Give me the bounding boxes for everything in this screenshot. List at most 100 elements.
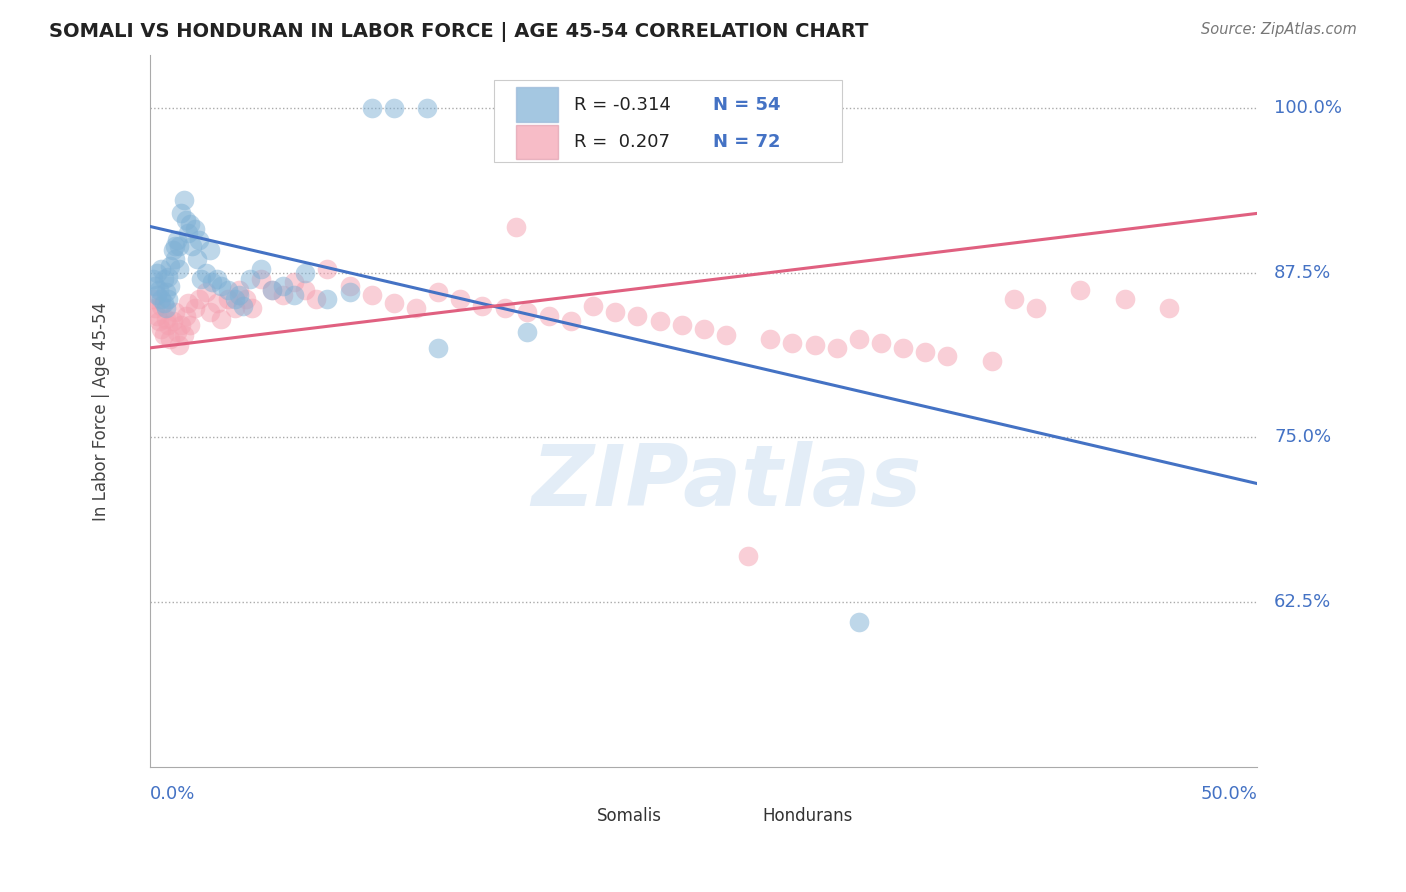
Point xyxy=(405,301,427,316)
Point xyxy=(209,311,232,326)
Point xyxy=(240,301,263,316)
Point xyxy=(157,269,180,284)
Point xyxy=(271,278,294,293)
Point xyxy=(142,272,165,286)
Point xyxy=(870,335,893,350)
Point xyxy=(150,292,173,306)
Point xyxy=(283,275,305,289)
Point xyxy=(148,314,170,328)
Point xyxy=(170,318,193,333)
Point xyxy=(605,305,627,319)
Point xyxy=(516,305,538,319)
Point xyxy=(159,259,181,273)
Point xyxy=(152,296,174,310)
Point xyxy=(173,193,195,207)
Point xyxy=(179,217,201,231)
Text: N = 72: N = 72 xyxy=(713,133,780,151)
Point xyxy=(152,272,174,286)
Point xyxy=(505,219,527,234)
Point xyxy=(163,239,186,253)
Text: 50.0%: 50.0% xyxy=(1201,785,1257,803)
Text: Somalis: Somalis xyxy=(596,807,661,825)
Point xyxy=(693,322,716,336)
Point xyxy=(427,285,450,300)
Point xyxy=(170,206,193,220)
Point xyxy=(167,338,190,352)
Text: N = 54: N = 54 xyxy=(713,95,780,113)
Text: 87.5%: 87.5% xyxy=(1274,264,1331,282)
Point xyxy=(1157,301,1180,316)
Point xyxy=(316,292,339,306)
Point xyxy=(166,325,188,339)
Point xyxy=(449,292,471,306)
FancyBboxPatch shape xyxy=(516,87,558,121)
FancyBboxPatch shape xyxy=(720,806,756,826)
Point xyxy=(516,325,538,339)
Point xyxy=(163,252,186,267)
Point xyxy=(250,261,273,276)
Point xyxy=(891,341,914,355)
Text: 100.0%: 100.0% xyxy=(1274,99,1343,117)
Point xyxy=(671,318,693,333)
FancyBboxPatch shape xyxy=(516,125,558,159)
Point xyxy=(183,301,205,316)
Point xyxy=(714,327,737,342)
Point xyxy=(283,288,305,302)
Point xyxy=(205,296,228,310)
Point xyxy=(427,341,450,355)
Point xyxy=(159,332,181,346)
Point xyxy=(174,213,197,227)
Point xyxy=(155,301,177,316)
Point xyxy=(150,261,173,276)
Point xyxy=(382,101,405,115)
Point xyxy=(294,283,316,297)
Point xyxy=(162,244,184,258)
Point xyxy=(228,288,250,302)
Point xyxy=(239,272,262,286)
Text: ZIPatlas: ZIPatlas xyxy=(531,441,921,524)
Point xyxy=(201,275,224,289)
Point xyxy=(262,283,284,297)
Point xyxy=(759,332,782,346)
Text: 75.0%: 75.0% xyxy=(1274,428,1331,447)
Point xyxy=(305,292,328,306)
Point xyxy=(188,233,211,247)
Point xyxy=(232,299,254,313)
Point xyxy=(582,299,605,313)
Point xyxy=(155,285,177,300)
Point xyxy=(157,292,180,306)
Point xyxy=(186,252,208,267)
Point xyxy=(560,314,582,328)
Point xyxy=(825,341,848,355)
Point xyxy=(262,283,284,297)
Point xyxy=(250,272,273,286)
Point xyxy=(152,327,174,342)
Point xyxy=(235,292,257,306)
Point xyxy=(537,309,560,323)
Point xyxy=(217,292,239,306)
Text: In Labor Force | Age 45-54: In Labor Force | Age 45-54 xyxy=(91,301,110,521)
Point xyxy=(294,266,316,280)
Point xyxy=(626,309,648,323)
Point xyxy=(848,615,870,629)
Point xyxy=(194,285,217,300)
Point xyxy=(782,335,804,350)
Point xyxy=(209,278,232,293)
Point xyxy=(360,288,382,302)
Point xyxy=(980,354,1002,368)
Point xyxy=(416,101,439,115)
Point xyxy=(177,226,200,240)
Point xyxy=(224,292,246,306)
Point xyxy=(146,266,169,280)
FancyBboxPatch shape xyxy=(554,806,591,826)
Point xyxy=(339,285,361,300)
Text: 62.5%: 62.5% xyxy=(1274,593,1331,611)
Point xyxy=(150,299,173,313)
Point xyxy=(173,327,195,342)
Point xyxy=(146,309,169,323)
Text: SOMALI VS HONDURAN IN LABOR FORCE | AGE 45-54 CORRELATION CHART: SOMALI VS HONDURAN IN LABOR FORCE | AGE … xyxy=(49,22,869,42)
Point xyxy=(1114,292,1136,306)
Point xyxy=(316,261,339,276)
Point xyxy=(339,278,361,293)
Point xyxy=(142,292,165,306)
